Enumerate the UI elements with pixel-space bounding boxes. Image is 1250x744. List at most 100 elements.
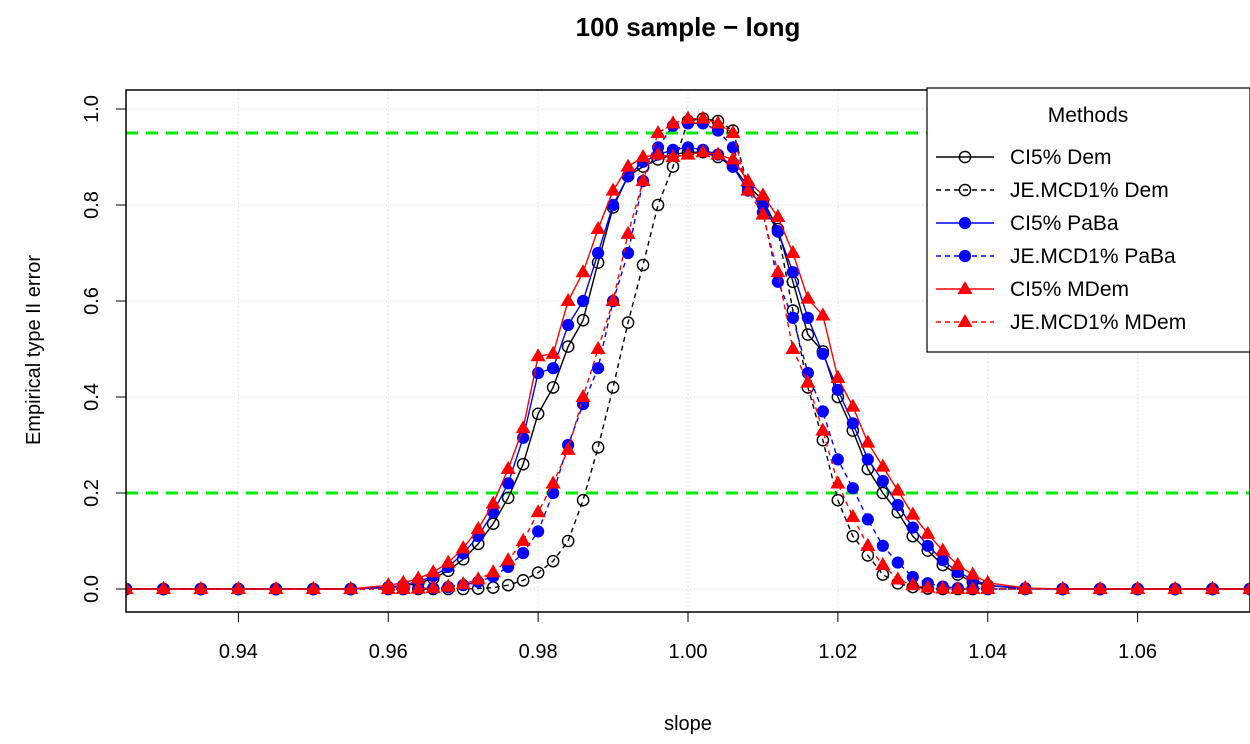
data-point [861,513,874,526]
data-point [500,552,516,566]
data-point [485,564,501,578]
data-point [590,340,606,355]
data-point [305,580,321,595]
data-point [545,345,561,359]
legend-label: CI5% MDem [1010,278,1129,301]
legend-marker [957,280,973,295]
data-point [440,578,456,592]
x-tick-label: 0.98 [519,641,558,663]
data-point [591,441,605,454]
data-point [425,580,441,594]
y-tick-label: 0.6 [81,287,103,315]
data-point [515,420,531,434]
data-point [846,529,860,543]
data-point [891,556,904,569]
data-point [590,220,606,235]
data-point [576,493,590,507]
data-point [500,460,516,475]
data-point [576,294,590,308]
legend-item-3: CI5% PaBa [936,212,1119,235]
data-point [891,498,904,512]
series-6 [126,110,1250,595]
data-point [591,246,605,260]
data-point [620,158,636,172]
data-point [771,275,785,288]
data-point [800,290,816,304]
y-tick-label: 0.2 [81,479,103,507]
data-point [950,556,966,571]
data-point [591,362,605,375]
data-point [651,198,665,212]
data-point [726,141,740,154]
data-point [516,457,530,471]
data-point [576,313,590,327]
data-point [936,554,949,567]
legend-label: JE.MCD1% MDem [1010,311,1186,334]
data-point [1167,580,1183,595]
data-point [875,556,891,571]
y-tick-label: 1.0 [81,95,103,123]
data-point [545,475,561,489]
data-point [547,362,560,375]
data-point [410,580,426,594]
x-tick-label: 0.94 [219,641,258,663]
legend-label: JE.MCD1% PaBa [1010,245,1176,268]
data-point [770,208,786,223]
legend-marker [958,183,972,197]
data-point [501,578,515,592]
y-tick-label: 0.0 [81,575,103,603]
legend-marker [958,216,972,230]
data-point [876,474,889,488]
x-tick-label: 1.02 [818,641,857,663]
data-point [680,146,696,160]
data-point [921,539,934,552]
data-point [575,388,591,403]
data-point [636,258,650,272]
data-point [831,493,845,507]
data-point [1205,580,1221,595]
data-point [560,292,576,307]
data-point [425,564,441,578]
x-tick-label: 0.96 [369,641,408,663]
data-point [830,475,846,489]
data-point [830,369,846,383]
data-point [875,458,891,472]
data-point [935,580,951,594]
data-point [815,307,831,321]
data-point [695,110,711,124]
data-point [561,534,575,548]
legend-item-1: CI5% Dem [936,146,1112,169]
legend: Methods CI5% Dem JE.MCD1% Dem CI5% PaBa JE.… [926,87,1250,353]
data-point [517,546,530,560]
x-tick-label: 1.00 [669,641,708,663]
x-axis: 0.94 0.96 0.98 1.00 1.02 1.04 1.06 [219,611,1157,663]
data-point [1017,580,1033,595]
data-point [816,347,829,360]
data-point [547,486,560,500]
data-point [935,542,951,556]
data-point [816,405,829,418]
data-point [532,525,545,538]
data-point [906,521,919,534]
data-point [650,146,666,160]
data-point [485,495,501,509]
data-point [575,264,591,278]
data-point [531,407,545,421]
data-point [755,187,771,201]
data-point [801,311,814,324]
legend-box [926,87,1250,353]
data-point [440,554,456,568]
data-point [470,571,486,585]
data-point [516,574,530,587]
data-point [755,206,771,220]
data-point [845,398,861,412]
data-point [846,417,859,430]
data-point [650,124,666,139]
data-point [965,580,981,595]
data-point [530,348,546,362]
data-point [965,566,981,580]
data-point [531,566,545,579]
data-point [665,148,681,163]
y-axis-label: Empirical type II error [23,255,45,445]
